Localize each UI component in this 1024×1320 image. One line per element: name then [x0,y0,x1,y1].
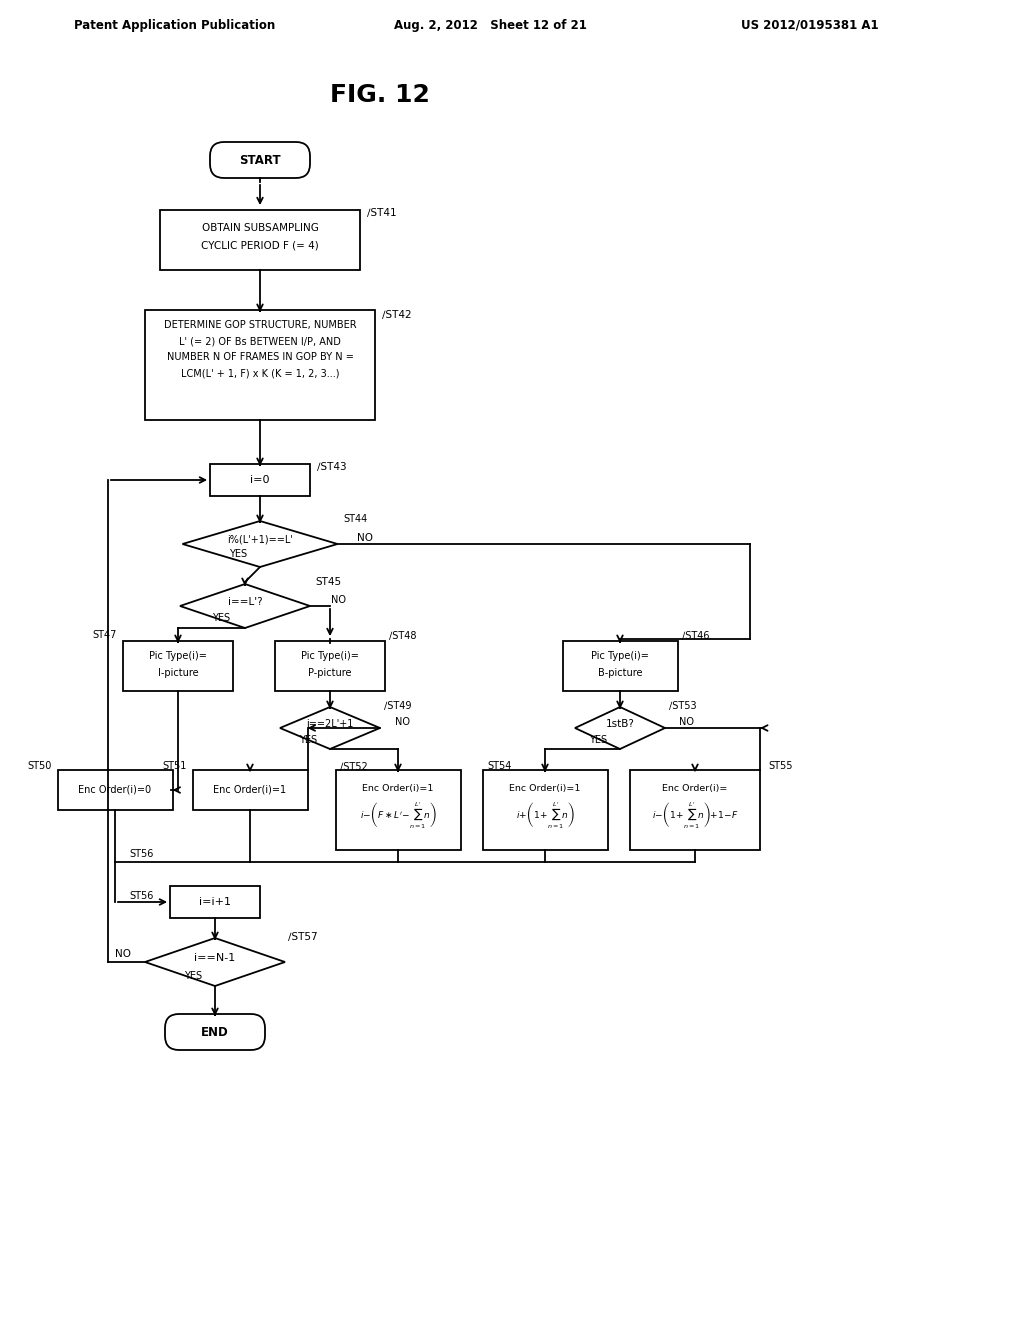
FancyBboxPatch shape [57,770,172,810]
Text: US 2012/0195381 A1: US 2012/0195381 A1 [741,18,879,32]
Text: P-picture: P-picture [308,668,352,678]
Text: ∕ST53: ∕ST53 [670,700,696,710]
Text: i==L'?: i==L'? [227,597,262,607]
Text: YES: YES [589,735,607,744]
Polygon shape [182,521,338,568]
Text: $i\!+\!\left(1\!+\!\sum_{n=1}^{L^{\prime}}\!n\right)$: $i\!+\!\left(1\!+\!\sum_{n=1}^{L^{\prime… [516,801,574,832]
Text: NO: NO [357,533,374,543]
Text: ST54: ST54 [487,762,512,771]
Text: NO: NO [115,949,131,960]
Text: ∕ST42: ∕ST42 [382,309,412,319]
Text: I-picture: I-picture [158,668,199,678]
Text: ST55: ST55 [768,762,793,771]
FancyBboxPatch shape [336,770,461,850]
Text: i==2L'+1: i==2L'+1 [306,719,353,729]
FancyBboxPatch shape [482,770,607,850]
Text: ∕ST41: ∕ST41 [368,207,397,216]
Text: CYCLIC PERIOD F (= 4): CYCLIC PERIOD F (= 4) [201,240,318,249]
Text: ST50: ST50 [28,762,51,771]
Text: i==N-1: i==N-1 [195,953,236,964]
FancyBboxPatch shape [193,770,307,810]
FancyBboxPatch shape [160,210,360,271]
Text: ST56: ST56 [130,891,155,902]
Text: $i\!-\!\left(1\!+\!\sum_{n=1}^{L^{\prime}}\!n\right)\!+\!1\!-\!F$: $i\!-\!\left(1\!+\!\sum_{n=1}^{L^{\prime… [651,801,738,832]
Text: ∕ST46: ∕ST46 [682,630,710,640]
FancyBboxPatch shape [210,465,310,496]
Text: ST47: ST47 [93,630,117,640]
Text: YES: YES [229,549,247,558]
Text: ST51: ST51 [163,762,186,771]
Text: ∕ST43: ∕ST43 [317,461,347,471]
Text: ∕ST48: ∕ST48 [389,630,417,640]
Text: ST44: ST44 [343,513,368,524]
Text: LCM(L' + 1, F) x K (K = 1, 2, 3...): LCM(L' + 1, F) x K (K = 1, 2, 3...) [181,368,339,378]
Text: B-picture: B-picture [598,668,642,678]
Text: DETERMINE GOP STRUCTURE, NUMBER: DETERMINE GOP STRUCTURE, NUMBER [164,319,356,330]
FancyBboxPatch shape [630,770,760,850]
Text: Aug. 2, 2012   Sheet 12 of 21: Aug. 2, 2012 Sheet 12 of 21 [393,18,587,32]
Text: Pic Type(i)=: Pic Type(i)= [591,651,649,661]
Text: Pic Type(i)=: Pic Type(i)= [301,651,359,661]
Text: Patent Application Publication: Patent Application Publication [75,18,275,32]
Text: Enc Order(i)=0: Enc Order(i)=0 [79,785,152,795]
Text: Pic Type(i)=: Pic Type(i)= [150,651,207,661]
Text: END: END [201,1026,229,1039]
FancyBboxPatch shape [275,642,385,690]
Text: YES: YES [184,972,202,981]
Text: FIG. 12: FIG. 12 [330,83,430,107]
Text: ∕ST52: ∕ST52 [341,762,369,771]
Text: L' (= 2) OF Bs BETWEEN I/P, AND: L' (= 2) OF Bs BETWEEN I/P, AND [179,337,341,346]
Text: OBTAIN SUBSAMPLING: OBTAIN SUBSAMPLING [202,223,318,234]
FancyBboxPatch shape [562,642,678,690]
FancyBboxPatch shape [123,642,233,690]
Polygon shape [180,583,310,628]
Text: i=0: i=0 [250,475,269,484]
Text: Enc Order(i)=1: Enc Order(i)=1 [509,784,581,792]
Text: Enc Order(i)=1: Enc Order(i)=1 [213,785,287,795]
Text: Enc Order(i)=: Enc Order(i)= [663,784,728,792]
Text: Enc Order(i)=1: Enc Order(i)=1 [362,784,434,792]
FancyBboxPatch shape [210,143,310,178]
Text: i=i+1: i=i+1 [199,898,231,907]
Polygon shape [575,708,665,748]
Text: NO: NO [680,717,694,727]
Text: ST45: ST45 [315,577,341,587]
FancyBboxPatch shape [165,1014,265,1049]
Text: NUMBER N OF FRAMES IN GOP BY N =: NUMBER N OF FRAMES IN GOP BY N = [167,352,353,362]
Text: 1stB?: 1stB? [605,719,635,729]
Text: YES: YES [212,612,230,623]
Text: START: START [240,153,281,166]
Polygon shape [145,939,285,986]
Text: NO: NO [331,595,345,605]
Polygon shape [280,708,380,748]
Text: i%(L'+1)==L': i%(L'+1)==L' [227,535,293,544]
Text: ∕ST57: ∕ST57 [288,931,317,941]
Text: YES: YES [299,735,317,744]
Text: $i\!-\!\left(F\ast L^{\prime}\!-\!\sum_{n=1}^{L^{\prime}}\!n\right)$: $i\!-\!\left(F\ast L^{\prime}\!-\!\sum_{… [359,801,436,832]
Text: NO: NO [394,717,410,727]
Text: ∕ST49: ∕ST49 [384,700,412,710]
Text: ST56: ST56 [130,849,155,859]
FancyBboxPatch shape [145,310,375,420]
FancyBboxPatch shape [170,886,260,917]
